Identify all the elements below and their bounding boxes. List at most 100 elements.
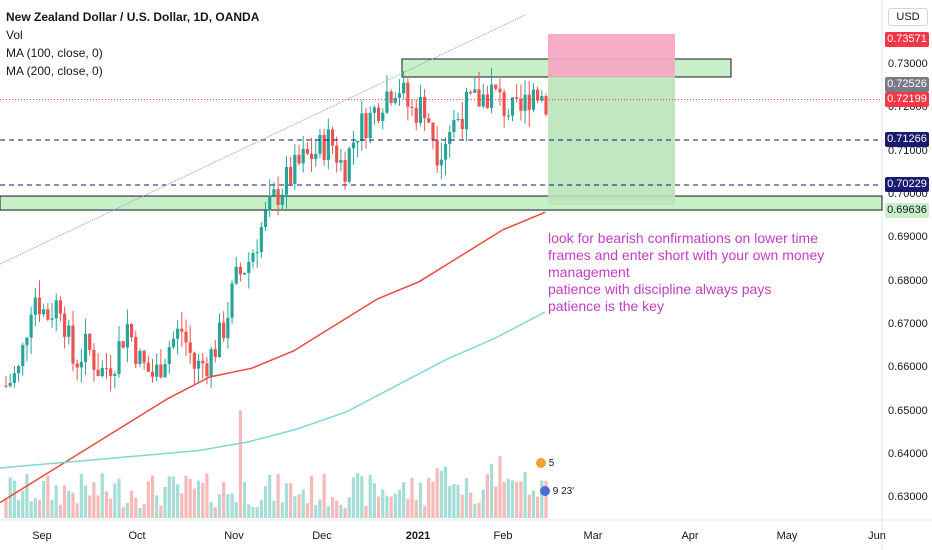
- currency-selector[interactable]: USD: [888, 8, 928, 26]
- volume-bar: [201, 482, 205, 518]
- volume-bar: [188, 478, 192, 518]
- volume-bar: [12, 480, 16, 518]
- candle-body: [523, 94, 527, 111]
- volume-bar: [268, 474, 272, 518]
- volume-bar: [410, 477, 414, 518]
- volume-bar: [196, 480, 201, 518]
- candle-body: [104, 367, 109, 369]
- volume-bar: [326, 506, 330, 518]
- volume-bar: [540, 480, 544, 518]
- annotation-text[interactable]: look for bearish confirmations on lower …: [548, 230, 848, 315]
- legend-volume[interactable]: Vol: [6, 28, 23, 42]
- candle-body: [196, 360, 201, 369]
- price-tick-label: 0.71000: [888, 144, 928, 157]
- candle-body: [25, 337, 29, 346]
- candle-body: [406, 82, 410, 107]
- time-tick-label: Jun: [868, 530, 886, 542]
- candle-body: [243, 272, 247, 275]
- support-zone: [0, 195, 883, 211]
- legend-ma200[interactable]: MA (200, close, 0): [6, 64, 103, 78]
- volume-bar: [498, 456, 502, 518]
- candle-body: [519, 98, 523, 111]
- volume-bar: [515, 481, 519, 518]
- volume-bar: [117, 478, 121, 518]
- candle-body: [167, 347, 171, 365]
- volume-bar: [439, 470, 443, 518]
- candle-body: [360, 113, 364, 141]
- candle-body: [121, 341, 125, 348]
- candle-body: [536, 89, 540, 101]
- volume-bar: [481, 489, 485, 518]
- candle-body: [180, 328, 184, 332]
- candle-body: [171, 338, 176, 348]
- volume-bar: [435, 468, 439, 518]
- volume-bar: [230, 493, 234, 518]
- time-tick-label: May: [776, 530, 798, 542]
- candle-body: [381, 112, 385, 121]
- volume-bar: [142, 504, 146, 518]
- volume-bar: [205, 473, 209, 518]
- candle-body: [418, 96, 423, 123]
- volume-bar: [96, 495, 100, 518]
- candle-body: [322, 134, 326, 160]
- volume-bar: [276, 474, 280, 518]
- candle-body: [163, 364, 167, 378]
- volume-bar: [134, 497, 138, 518]
- volume-bar: [29, 501, 33, 518]
- volume-bar: [536, 496, 540, 518]
- volume-bar: [368, 474, 372, 518]
- price-tag: 0.72526: [885, 77, 929, 93]
- candle-body: [427, 118, 431, 123]
- volume-bar: [485, 474, 489, 518]
- volume-bar: [92, 482, 96, 518]
- candle-body: [222, 322, 226, 339]
- candle-body: [92, 350, 96, 370]
- volume-bar: [406, 499, 410, 518]
- volume-bar: [309, 475, 314, 518]
- candle-body: [456, 119, 460, 121]
- candle-body: [129, 323, 134, 337]
- candle-body: [485, 94, 489, 109]
- candle-body: [217, 322, 222, 357]
- volume-bar: [494, 486, 498, 518]
- volume-bar: [360, 476, 364, 518]
- volume-bar: [113, 483, 117, 518]
- candle-body: [527, 94, 531, 110]
- volume-bar: [477, 502, 481, 518]
- candle-body: [37, 297, 42, 315]
- volume-bar: [464, 477, 469, 518]
- volume-bar: [100, 473, 104, 518]
- events-count: 5: [548, 458, 555, 469]
- symbol-title[interactable]: New Zealand Dollar / U.S. Dollar, 1D, OA…: [6, 10, 260, 24]
- candle-body: [506, 115, 510, 117]
- volume-bar: [423, 505, 427, 518]
- volume-bar: [37, 499, 42, 518]
- candle-body: [259, 227, 263, 252]
- candle-body: [58, 300, 63, 314]
- candle-body: [293, 154, 297, 184]
- volume-bar: [8, 477, 12, 518]
- volume-bar: [289, 483, 293, 518]
- candle-body: [339, 160, 343, 163]
- time-tick-label: Mar: [583, 530, 603, 542]
- volume-bar: [125, 502, 129, 518]
- candle-body: [460, 119, 464, 130]
- events-badge[interactable]: 5: [536, 458, 554, 469]
- candle-body: [393, 97, 397, 103]
- volume-bar: [129, 490, 134, 518]
- volume-bar: [25, 474, 29, 518]
- volume-bar: [109, 498, 113, 518]
- candle-body: [477, 89, 481, 107]
- candle-body: [238, 266, 243, 275]
- candle-body: [330, 129, 335, 146]
- candle-body: [326, 129, 330, 160]
- dividend-badge[interactable]: 9 23': [540, 486, 574, 497]
- volume-bar: [79, 474, 83, 518]
- candle-body: [305, 148, 309, 154]
- candle-body: [159, 364, 163, 378]
- legend-ma100[interactable]: MA (100, close, 0): [6, 46, 103, 60]
- volume-bar: [71, 492, 75, 518]
- price-tick-label: 0.73000: [888, 58, 928, 70]
